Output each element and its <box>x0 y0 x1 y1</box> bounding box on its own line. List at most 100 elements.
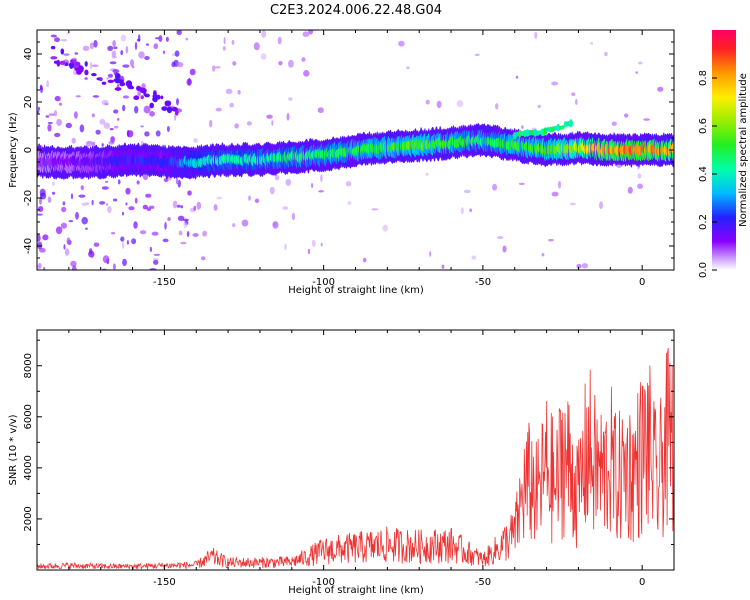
spectrogram-noise-cell <box>107 206 112 213</box>
spectrogram-noise-cell <box>278 61 283 66</box>
spectrogram-streak-cell <box>114 73 121 80</box>
spectrogram-streak-cell <box>84 69 89 76</box>
spectrogram-noise-cell <box>174 50 180 57</box>
spectrogram-noise-cell <box>180 241 187 245</box>
spectrogram-noise-cell <box>541 253 545 257</box>
spectrogram-noise-cell <box>469 208 473 213</box>
spectrogram-noise-cell <box>590 42 594 45</box>
spectrogram-noise-cell <box>140 125 144 128</box>
spectrogram-noise-cell <box>142 204 148 210</box>
spectrogram-streak-cell <box>59 60 66 65</box>
spectrogram-noise-cell <box>84 77 88 80</box>
spectrogram-noise-cell <box>106 77 109 80</box>
spectrogram-noise-cell <box>54 95 61 102</box>
spectrogram-noise-cell <box>624 113 629 118</box>
spectrogram-noise-cell <box>637 183 644 189</box>
spectrogram-streak-cell <box>99 77 103 82</box>
spectrogram-noise-cell <box>575 98 578 105</box>
spectrogram-noise-cell <box>186 231 190 237</box>
spectrogram-noise-cell <box>153 43 159 50</box>
spectrogram-noise-cell <box>557 180 562 189</box>
spectrogram-noise-cell <box>95 129 101 135</box>
spectrogram-noise-cell <box>113 109 119 114</box>
spectrogram-noise-cell <box>63 53 70 56</box>
spectrogram-noise-cell <box>320 174 323 183</box>
spectrogram-noise-cell <box>134 197 138 204</box>
spectrogram-noise-cell <box>81 216 88 225</box>
spectrogram-noise-cell <box>102 255 110 264</box>
spectrogram-noise-cell <box>128 206 135 211</box>
spectrogram-noise-cell <box>108 141 115 145</box>
spectrogram-streak-cell <box>50 45 56 50</box>
spectrogram-noise-cell <box>114 125 119 129</box>
spectrogram-noise-cell <box>182 218 189 222</box>
spectrogram-noise-cell <box>50 34 57 38</box>
spectrogram-noise-cell <box>216 196 223 200</box>
spectrogram-noise-cell <box>121 241 125 249</box>
spectrogram-branch-cell <box>553 125 558 131</box>
spectrogram-noise-cell <box>63 244 66 250</box>
spectrogram-noise-cell <box>180 205 184 209</box>
spectrogram-noise-cell <box>569 202 577 206</box>
spectrogram-noise-cell <box>144 56 150 60</box>
spectrogram-noise-cell <box>125 202 128 206</box>
spectrogram-branch-cell <box>558 125 563 130</box>
spectrogram-noise-cell <box>122 95 129 99</box>
spectrogram-noise-cell <box>167 217 171 221</box>
spectrogram-noise-cell <box>37 213 43 216</box>
spectrogram-noise-cell <box>266 114 273 119</box>
colorbar-tick-label: 0.8 <box>698 70 709 86</box>
spectrogram-noise-cell <box>101 186 109 190</box>
spectrogram-streak-cell <box>120 82 125 86</box>
spectrogram-ridge-cell <box>670 143 674 154</box>
spectrogram-noise-cell <box>237 90 241 95</box>
spectrogram-noise-cell <box>284 243 287 251</box>
spectrogram-streak-cell <box>114 87 122 91</box>
spectrogram-noise-cell <box>127 129 130 138</box>
spectrogram-noise-cell <box>47 196 52 203</box>
spectrogram-noise-cell <box>234 123 239 129</box>
spectrogram-noise-cell <box>99 201 106 205</box>
x-tick-label: -50 <box>475 277 491 288</box>
spectrogram-noise-cell <box>282 206 289 210</box>
spectrogram-noise-cell <box>581 263 589 269</box>
spectrogram-streak-cell <box>56 59 61 67</box>
spectrogram-branch-cell <box>548 126 553 133</box>
spectrogram-streak-cell <box>127 84 134 90</box>
snr-x-label: Height of straight line (km) <box>288 585 424 596</box>
spectrogram-noise-cell <box>176 62 184 68</box>
spectrogram-noise-cell <box>638 61 643 65</box>
spectrogram-panel: -150 -100 -50 0 -40 -20 0 20 40 Height of strai… <box>8 29 675 296</box>
spectrogram-noise-cell <box>85 227 88 230</box>
spectrogram-noise-cell <box>320 242 323 247</box>
spectrogram-noise-cell <box>78 194 86 198</box>
spectrogram-noise-cell <box>113 46 118 50</box>
y-tick-label: 6000 <box>23 404 34 429</box>
spectrogram-noise-cell <box>260 53 267 60</box>
spectrogram-noise-cell <box>153 253 161 256</box>
spectrogram-noise-cell <box>91 113 95 118</box>
spectrogram-noise-cell <box>308 30 314 35</box>
spectrogram-noise-cell <box>111 50 117 58</box>
spectrogram-streak-cell <box>133 95 140 100</box>
spectrogram-noise-cell <box>231 40 235 45</box>
spectrogram-noise-cell <box>61 206 67 213</box>
spectrogram-noise-cell <box>177 179 181 188</box>
spectrogram-noise-cell <box>548 238 554 242</box>
spectrogram-noise-cell <box>183 222 188 229</box>
spectrogram-noise-cell <box>301 57 306 62</box>
spectrogram-noise-cell <box>136 180 140 185</box>
spectrogram-noise-cell <box>37 234 41 242</box>
spectrogram-noise-cell <box>253 42 260 51</box>
spectrogram-x-label: Height of straight line (km) <box>288 285 424 296</box>
spectrogram-noise-cell <box>45 115 50 118</box>
spectrogram-noise-cell <box>474 53 480 57</box>
spectrogram-branch-cell <box>556 123 560 132</box>
spectrogram-streak-cell <box>143 90 147 97</box>
x-tick-label: -150 <box>153 577 176 588</box>
spectrogram-noise-cell <box>441 264 445 269</box>
spectrogram-noise-cell <box>75 95 81 98</box>
spectrogram-noise-cell <box>111 232 116 235</box>
spectrogram-noise-cell <box>222 46 226 51</box>
x-tick-label: -150 <box>153 277 176 288</box>
